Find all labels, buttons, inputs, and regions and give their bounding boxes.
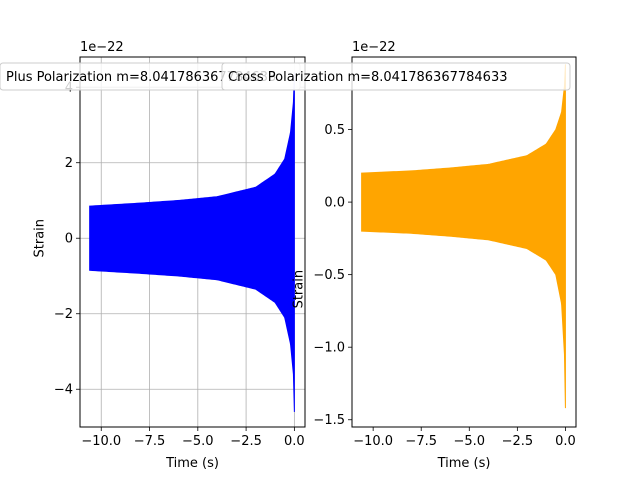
y-tick-label: −2 (54, 307, 73, 322)
x-tick-label: −5.0 (182, 434, 214, 449)
plus-waveform (89, 72, 295, 412)
x-tick-label: −10.0 (81, 434, 121, 449)
cross-y-axis-label: Strain (292, 270, 307, 309)
waveform-envelope (361, 64, 566, 409)
plus-y-axis-label: Strain (33, 219, 48, 258)
y-tick-label: −1.0 (313, 341, 345, 356)
cross-legend-box (221, 62, 571, 91)
plus-x-axis-label: Time (s) (165, 456, 219, 471)
y-tick-label: 2 (65, 156, 73, 171)
x-tick-label: 0.0 (284, 434, 305, 449)
y-tick-label: −0.5 (313, 268, 345, 283)
plus-x-ticks: −10.0 −7.5 −5.0 −2.5 0.0 (81, 427, 305, 449)
cross-offset-text: 1e−22 (352, 40, 396, 55)
plus-legend-label: Plus Polarization m=8.041786367784633 (6, 70, 276, 85)
cross-waveform (361, 64, 566, 409)
x-tick-label: −7.5 (405, 434, 437, 449)
cross-legend-label: Cross Polarization m=8.041786367784633 (228, 70, 507, 85)
x-tick-label: −10.0 (353, 434, 393, 449)
x-tick-label: 0.0 (555, 434, 576, 449)
cross-polarization-axes: −10.0 −7.5 −5.0 −2.5 0.0 −1.5−1.0−0.50.00.5 … (292, 40, 577, 471)
y-tick-label: 0.5 (324, 123, 345, 138)
y-tick-label: 0 (65, 232, 73, 247)
waveform-envelope (89, 72, 295, 412)
cross-y-ticks: −1.5 −1.0 −0.5 0.0 0.5 (313, 123, 352, 428)
y-tick-label: −4 (54, 383, 73, 398)
plus-axes-frame (79, 56, 306, 428)
plus-offset-text: 1e−22 (80, 40, 124, 55)
cross-x-ticks: −10.0 −7.5 −5.0 −2.5 0.0 (353, 427, 576, 449)
cross-x-axis-label: Time (s) (437, 456, 491, 471)
cross-axes-frame (351, 56, 577, 428)
y-tick-label: −1.5 (313, 413, 345, 428)
y-tick-label: 0.0 (324, 196, 345, 211)
x-tick-label: −2.5 (502, 434, 534, 449)
x-tick-label: −2.5 (230, 434, 262, 449)
x-tick-label: −7.5 (134, 434, 166, 449)
cross-legend: Cross Polarization m=8.041786367784633 (221, 62, 571, 91)
x-tick-label: −5.0 (453, 434, 485, 449)
